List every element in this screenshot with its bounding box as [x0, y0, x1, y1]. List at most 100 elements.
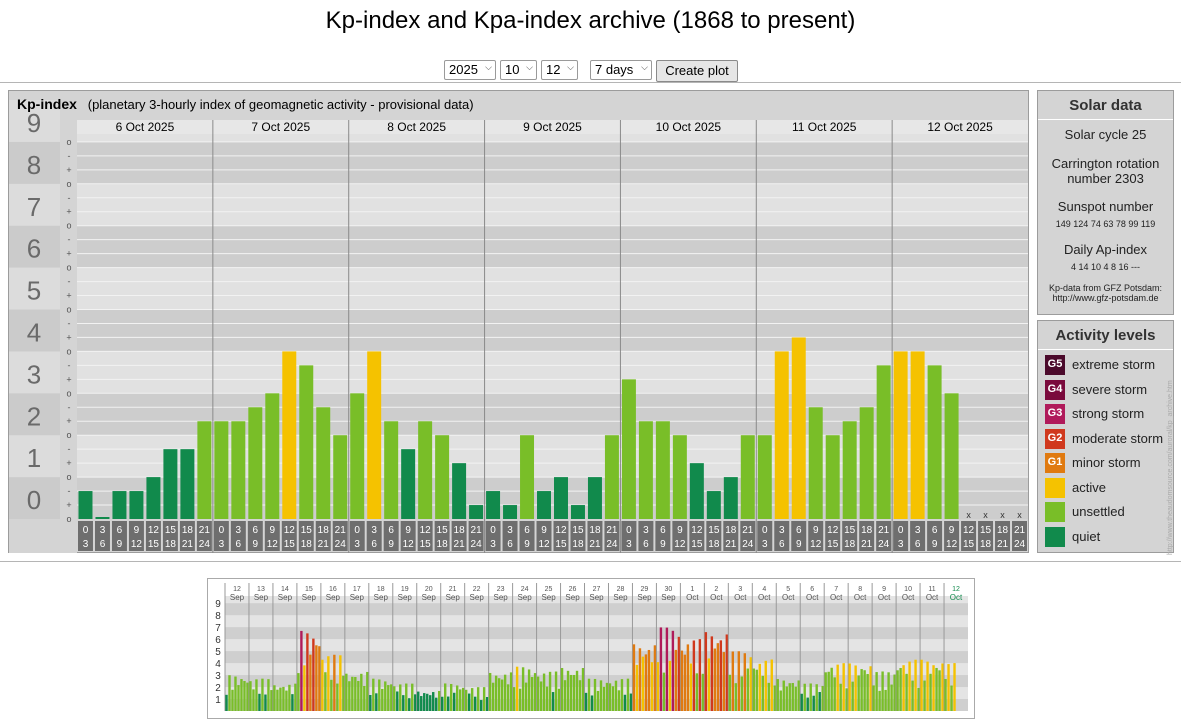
kp-overview-chart: 12345678912Sep13Sep14Sep15Sep16Sep17Sep1… — [215, 583, 968, 711]
range-select[interactable]: 7 days ⌵ — [590, 60, 652, 80]
activity-level-swatch: G5 — [1045, 355, 1065, 375]
minor-tick-label: o — [66, 263, 71, 273]
overview-kp-bar — [563, 680, 567, 711]
day-label: 12 Oct 2025 — [927, 120, 993, 134]
overview-kp-bar — [369, 694, 372, 711]
plot-band — [77, 309, 1028, 352]
activity-level-label: quiet — [1072, 528, 1101, 544]
carrington-rotation-label: Carrington rotation — [1051, 156, 1160, 171]
overview-day-label: 5 — [786, 586, 790, 593]
overview-kp-bar — [596, 690, 600, 711]
overview-y-tick-label: 2 — [215, 683, 221, 694]
overview-kp-bar — [402, 695, 405, 711]
hour-start-label: 3 — [371, 525, 377, 536]
minor-tick-label: + — [66, 416, 71, 426]
overview-month-label: Sep — [422, 593, 437, 602]
hour-start-label: 21 — [606, 525, 618, 536]
hour-end-label: 12 — [674, 539, 686, 550]
kp-bar — [231, 421, 246, 519]
kp-bar — [842, 421, 857, 519]
create-plot-button[interactable]: Create plot — [656, 60, 738, 82]
month-select[interactable]: 10 ⌵ — [500, 60, 537, 80]
overview-kp-bar — [575, 670, 579, 711]
hour-box — [536, 521, 552, 551]
overview-kp-bar — [420, 696, 423, 711]
minor-tick-label: + — [66, 458, 71, 468]
overview-y-tick-label: 9 — [215, 599, 221, 610]
kp-bar — [78, 491, 93, 519]
kp-chart-title: Kp-index — [17, 96, 77, 112]
overview-kp-bar — [264, 694, 267, 711]
overview-kp-bar — [506, 684, 510, 711]
overview-y-tick-label: 4 — [215, 659, 221, 670]
overview-kp-bar — [479, 700, 483, 711]
y-tick-label: 1 — [27, 443, 41, 473]
overview-kp-bar — [554, 671, 558, 711]
data-source-link[interactable]: http://www.gfz-potsdam.de — [1052, 293, 1159, 303]
hour-box — [995, 521, 1011, 551]
overview-month-label: Sep — [302, 593, 317, 602]
hour-end-label: 18 — [437, 539, 449, 550]
overview-kp-bar — [926, 661, 929, 711]
overview-day-label: 11 — [928, 586, 935, 593]
hour-end-label: 6 — [915, 539, 921, 550]
overview-kp-bar — [548, 671, 552, 711]
overview-kp-bar — [845, 688, 848, 711]
overview-kp-bar — [734, 683, 738, 711]
overview-kp-bar — [821, 685, 824, 711]
year-select[interactable]: 2025 ⌵ — [444, 60, 496, 80]
activity-level-swatch — [1045, 502, 1065, 522]
kp-bar — [672, 435, 687, 519]
overview-kp-bar — [470, 688, 474, 711]
overview-kp-bar — [458, 689, 462, 711]
data-source-label: Kp-data from GFZ Potsdam: — [1048, 283, 1163, 293]
month-select-value: 10 — [505, 62, 520, 77]
overview-kp-bar — [692, 640, 696, 711]
overview-kp-bar — [809, 683, 812, 711]
overview-kp-bar — [231, 689, 234, 711]
overview-month-label: Oct — [734, 593, 747, 602]
minor-tick-label: - — [68, 277, 71, 287]
overview-kp-bar — [324, 672, 327, 711]
overview-kp-bar — [620, 679, 624, 711]
overview-kp-bar — [656, 662, 660, 711]
overview-kp-bar — [818, 692, 821, 711]
hour-box — [570, 521, 586, 551]
overview-kp-bar — [584, 692, 588, 711]
hour-end-label: 21 — [318, 539, 330, 550]
overview-kp-bar — [806, 697, 809, 711]
overview-kp-bar — [545, 686, 549, 711]
overview-kp-bar — [725, 634, 729, 711]
y-tick-label: 3 — [27, 359, 41, 389]
chevron-down-icon: ⌵ — [567, 62, 574, 72]
overview-day-label: 22 — [473, 586, 481, 593]
overview-kp-bar — [791, 682, 794, 711]
overview-kp-bar — [704, 632, 708, 711]
hour-box — [502, 521, 518, 551]
hour-end-label: 21 — [861, 539, 873, 550]
overview-kp-bar — [908, 661, 911, 711]
overview-kp-bar — [252, 689, 255, 711]
overview-day-label: 29 — [641, 586, 649, 593]
overview-kp-bar — [719, 640, 723, 711]
overview-plot-band — [225, 699, 968, 711]
overview-day-label: 13 — [257, 586, 265, 593]
overview-day-label: 25 — [545, 586, 553, 593]
overview-kp-bar — [348, 681, 351, 711]
activity-levels-title: Activity levels — [1055, 327, 1156, 344]
overview-plot-band — [225, 651, 968, 664]
overview-kp-bar — [653, 645, 657, 711]
kp-bar — [299, 365, 314, 519]
hour-box — [927, 521, 943, 551]
overview-kp-bar — [518, 688, 522, 711]
overview-day-label: 23 — [497, 586, 505, 593]
overview-month-label: Oct — [686, 593, 699, 602]
overview-kp-bar — [626, 678, 630, 711]
y-axis-band — [9, 100, 60, 142]
hour-box — [689, 521, 705, 551]
day-select[interactable]: 12 ⌵ — [541, 60, 578, 80]
overview-kp-bar — [917, 687, 920, 711]
overview-kp-bar — [680, 650, 684, 711]
hour-start-label: 15 — [437, 525, 449, 536]
overview-kp-bar — [393, 686, 396, 711]
